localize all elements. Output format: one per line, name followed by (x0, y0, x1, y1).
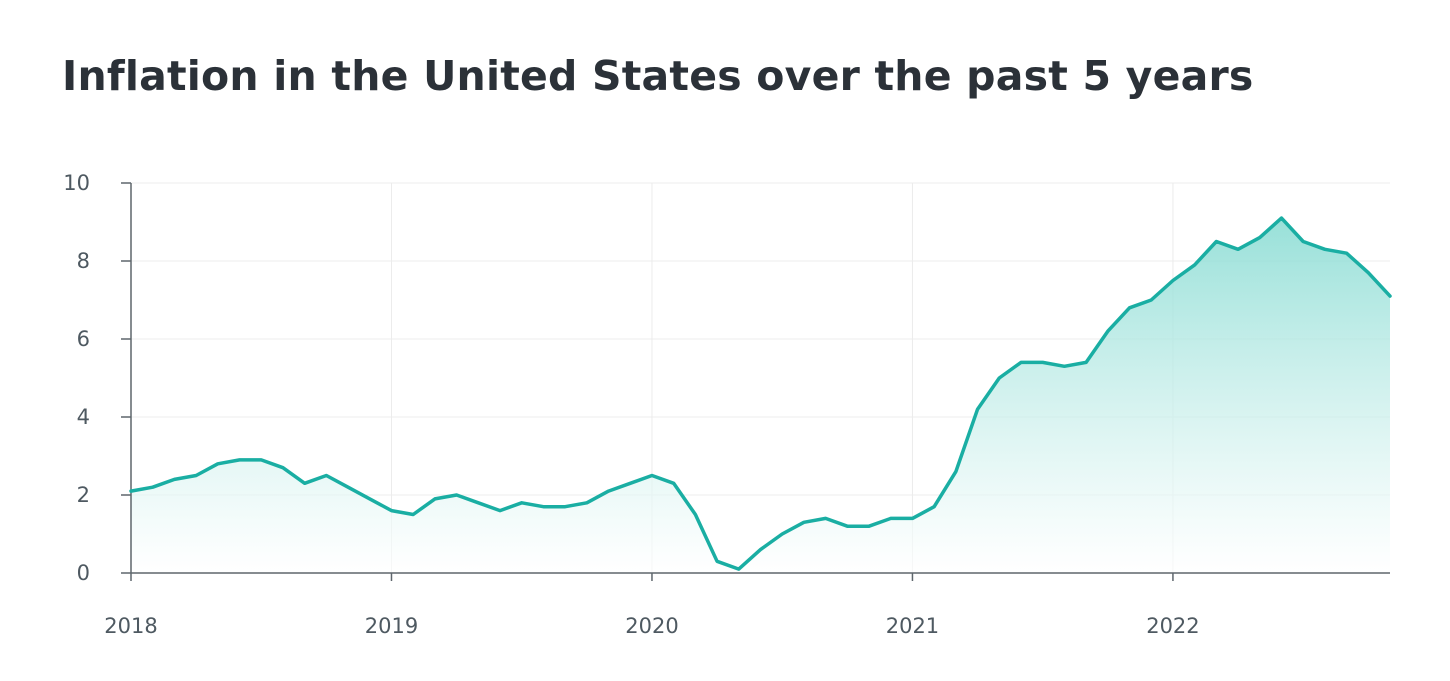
y-tick-label: 10 (63, 171, 90, 195)
y-tick-label: 6 (77, 327, 90, 351)
x-tick-label: 2020 (625, 614, 678, 638)
tick-labels: 0 2 4 6 8 10 2018 2019 2020 2021 2022 (63, 171, 1199, 638)
y-tick-label: 2 (77, 483, 90, 507)
series-area (131, 218, 1390, 573)
axes (121, 182, 1390, 581)
x-tick-label: 2019 (365, 614, 418, 638)
x-tick-label: 2021 (886, 614, 939, 638)
line-layer (129, 216, 1392, 571)
y-tick-label: 0 (77, 561, 90, 585)
area-layer (131, 218, 1390, 573)
series-line (129, 216, 1392, 571)
y-tick-label: 4 (77, 405, 90, 429)
chart-title: Inflation in the United States over the … (62, 52, 1254, 100)
y-tick-label: 8 (77, 249, 90, 273)
x-tick-label: 2018 (104, 614, 157, 638)
x-tick-label: 2022 (1146, 614, 1199, 638)
